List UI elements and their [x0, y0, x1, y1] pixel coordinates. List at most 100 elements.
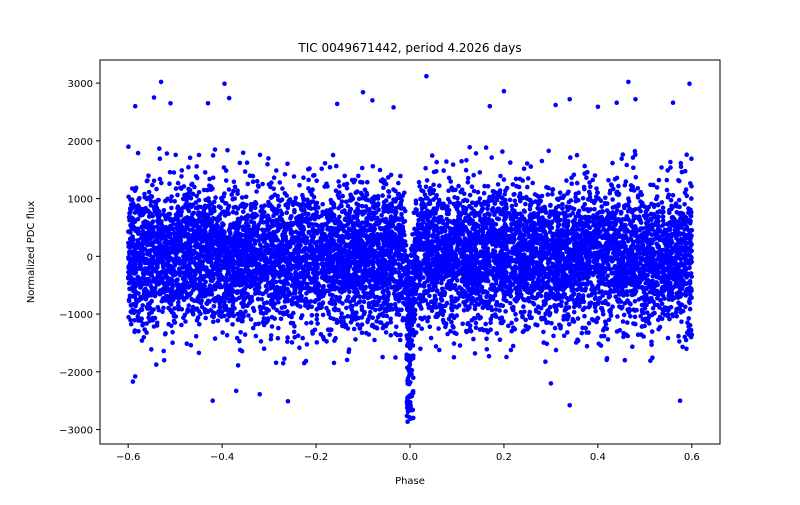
data-point — [490, 296, 496, 302]
data-point — [363, 232, 369, 238]
data-point — [311, 194, 317, 200]
data-point — [169, 194, 174, 199]
data-point — [451, 355, 457, 360]
data-point — [356, 196, 362, 202]
data-point — [258, 339, 264, 344]
data-point — [150, 182, 155, 188]
data-point — [289, 340, 295, 345]
data-point — [488, 327, 493, 333]
data-point — [231, 179, 237, 185]
data-point — [574, 152, 580, 158]
data-point — [312, 172, 317, 178]
data-point — [320, 300, 326, 305]
data-point — [333, 335, 338, 341]
data-point — [514, 317, 519, 322]
data-point — [215, 318, 221, 324]
data-point — [196, 190, 202, 195]
data-point — [431, 182, 436, 188]
data-point — [628, 236, 633, 241]
data-point — [172, 320, 178, 325]
data-point — [312, 216, 318, 222]
data-point — [650, 305, 656, 311]
data-point — [593, 309, 598, 314]
data-point — [590, 177, 595, 183]
data-point — [655, 209, 660, 215]
data-point — [226, 203, 232, 209]
data-point — [370, 164, 376, 169]
data-point — [327, 332, 333, 337]
data-point — [164, 151, 170, 156]
data-point — [322, 161, 328, 166]
data-point — [300, 335, 306, 341]
data-point — [314, 178, 320, 184]
data-point — [334, 163, 339, 169]
data-point — [250, 305, 256, 311]
data-point — [344, 186, 350, 191]
data-point — [398, 173, 403, 179]
data-point — [525, 184, 530, 190]
data-point — [388, 172, 394, 178]
data-point — [353, 337, 358, 342]
data-point — [550, 187, 555, 193]
data-point — [211, 319, 216, 325]
data-point — [231, 313, 236, 319]
data-point — [141, 335, 147, 340]
data-point — [175, 192, 180, 198]
data-point — [689, 196, 694, 201]
data-point — [684, 346, 689, 352]
data-point — [353, 190, 359, 195]
data-point — [492, 212, 497, 217]
data-point — [172, 199, 177, 204]
data-point — [471, 172, 477, 178]
data-point — [504, 270, 509, 276]
data-point — [683, 187, 689, 192]
data-point — [252, 291, 258, 296]
data-point — [614, 175, 620, 181]
data-point — [503, 188, 508, 193]
data-point — [685, 320, 690, 326]
data-point — [475, 189, 481, 195]
data-point — [553, 347, 559, 353]
data-point — [649, 329, 655, 334]
data-point — [501, 177, 507, 182]
data-point — [311, 271, 317, 277]
data-point — [637, 214, 642, 219]
data-point — [484, 294, 489, 300]
data-point — [388, 302, 394, 308]
data-point — [591, 317, 596, 323]
data-point — [184, 341, 190, 347]
data-point — [327, 327, 333, 332]
data-point — [389, 285, 395, 290]
data-point — [550, 191, 555, 197]
data-point — [379, 213, 384, 218]
data-point — [274, 229, 280, 234]
data-point — [303, 303, 308, 308]
data-point — [676, 178, 681, 183]
data-point — [437, 183, 442, 188]
data-point — [359, 165, 365, 171]
data-point — [576, 208, 582, 214]
data-point — [456, 183, 461, 189]
data-point — [628, 314, 633, 319]
data-point — [688, 271, 694, 276]
data-point — [359, 220, 365, 225]
data-point — [557, 190, 563, 195]
data-point — [539, 158, 545, 164]
data-point — [523, 317, 528, 323]
data-point — [300, 192, 305, 198]
data-point — [173, 186, 179, 191]
data-point — [639, 324, 645, 329]
data-point — [423, 184, 429, 190]
data-point — [488, 320, 493, 326]
data-point — [508, 300, 513, 306]
data-point — [564, 178, 569, 183]
data-point — [129, 197, 135, 202]
data-point — [320, 312, 326, 318]
data-point — [280, 361, 286, 366]
data-point — [657, 324, 663, 330]
data-point — [148, 199, 154, 204]
data-point — [520, 329, 526, 335]
data-point — [630, 344, 635, 350]
data-point — [426, 315, 432, 320]
